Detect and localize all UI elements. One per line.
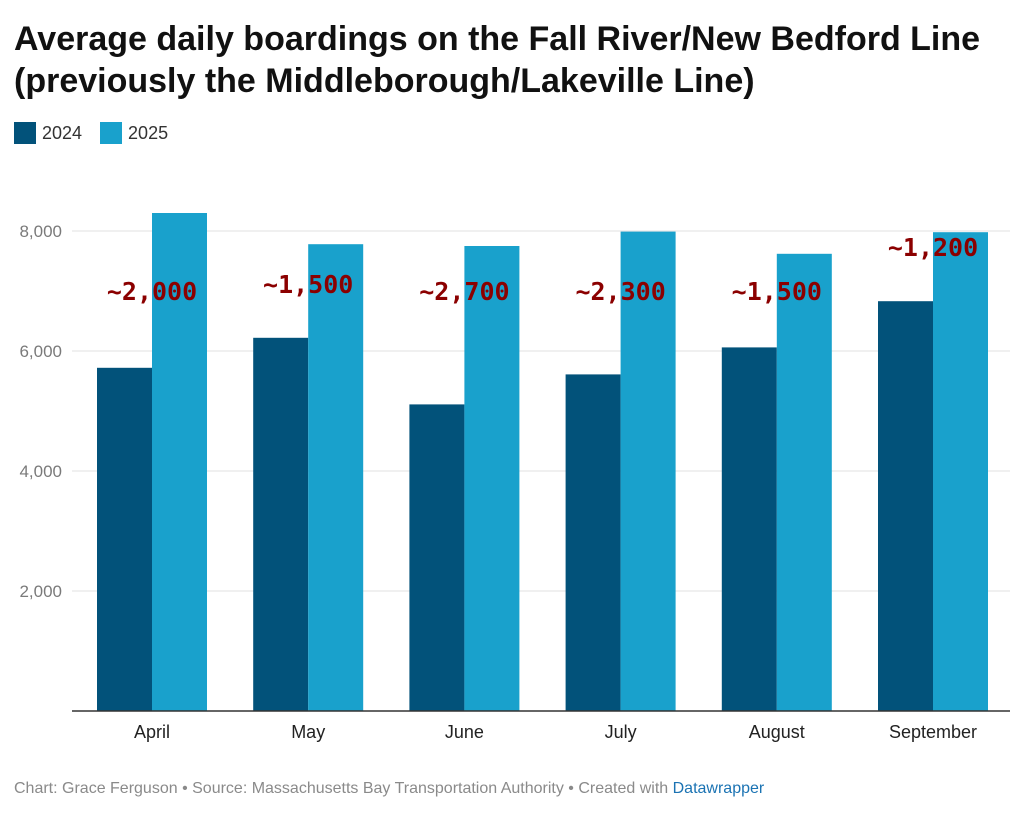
bar-2024-august [721, 347, 777, 711]
legend-swatch-2024 [14, 122, 36, 144]
y-tick-label-4000: 4,000 [19, 462, 62, 481]
y-tick-label-2000: 2,000 [19, 582, 62, 601]
x-tick-label-april: April [134, 722, 170, 742]
bar-2025-may [308, 244, 364, 711]
annotation-august: ~1,500 [732, 277, 822, 306]
legend-swatch-2025 [100, 122, 123, 144]
bar-2025-june [464, 246, 520, 711]
x-tick-label-june: June [445, 722, 484, 742]
chart-title-line-1: Average daily boardings on the Fall Rive… [14, 20, 981, 58]
chart-title-line-2: (previously the Middleborough/Lakeville … [14, 62, 755, 100]
annotation-april: ~2,000 [107, 277, 197, 306]
x-tick-label-may: May [291, 722, 325, 742]
bar-2024-may [253, 337, 309, 711]
annotation-september: ~1,200 [888, 233, 978, 262]
legend: 2024 2025 [14, 122, 168, 144]
legend-item-2024: 2024 [14, 122, 82, 144]
y-tick-label-8000: 8,000 [19, 222, 62, 241]
annotation-july: ~2,300 [575, 277, 665, 306]
legend-label-2024: 2024 [42, 122, 83, 143]
bar-2024-april [97, 367, 152, 711]
bar-2025-july [620, 231, 676, 711]
annotation-may: ~1,500 [263, 270, 353, 299]
footer-text: Chart: Grace Ferguson • Source: Massachu… [14, 780, 673, 797]
x-tick-label-july: July [605, 722, 637, 742]
y-tick-label-6000: 6,000 [19, 342, 62, 361]
bar-2025-august [776, 253, 832, 712]
datawrapper-link[interactable]: Datawrapper [672, 780, 765, 797]
legend-label-2025: 2025 [128, 122, 169, 143]
bar-2024-july [565, 374, 621, 711]
bar-2024-september [878, 301, 933, 711]
bar-2024-june [409, 404, 465, 711]
bar-2025-september [933, 232, 988, 711]
chart-title: Average daily boardings on the Fall Rive… [14, 18, 1014, 102]
x-tick-label-august: August [749, 722, 805, 742]
legend-item-2025: 2025 [100, 122, 168, 144]
x-tick-label-september: September [889, 722, 977, 742]
bar-2025-april [152, 213, 207, 711]
annotation-june: ~2,700 [419, 277, 509, 306]
footer-credit: Chart: Grace Ferguson • Source: Massachu… [14, 780, 764, 798]
